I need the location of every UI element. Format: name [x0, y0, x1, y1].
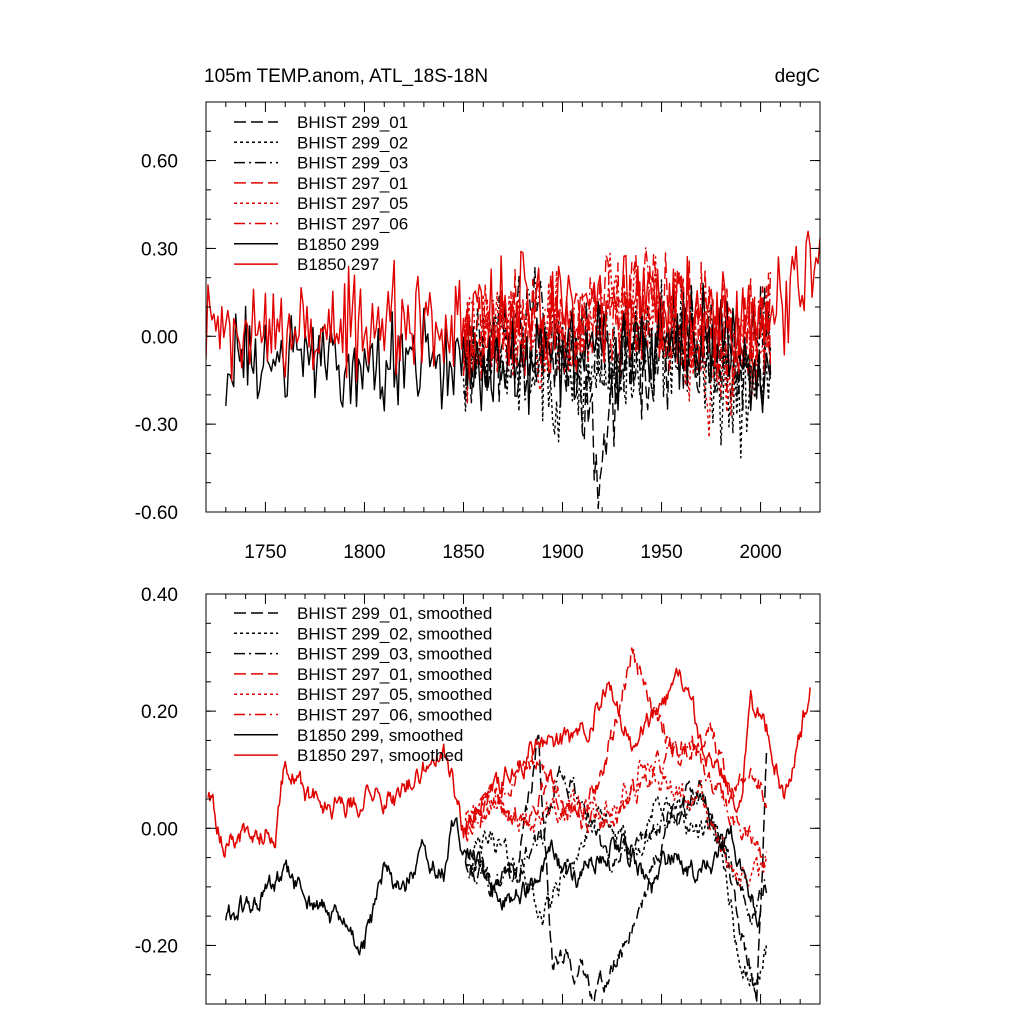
top-panel: 105m TEMP.anom, ATL_18S-18N degC 1750 180…	[135, 66, 821, 563]
legend-label: BHIST 299_02, smoothed	[297, 624, 492, 643]
y-tick-label: -0.60	[135, 503, 178, 524]
bottom-plot-frame	[205, 593, 821, 1005]
series-line-b1850-299-smoothed	[225, 817, 762, 956]
legend-label: BHIST 299_02	[297, 133, 408, 152]
y-tick-label: -0.20	[135, 936, 178, 957]
y-tick-label: 0.30	[141, 239, 178, 260]
x-tick-label: 1850	[442, 542, 484, 563]
legend-label: BHIST 299_03	[297, 154, 408, 173]
series-line-bhist-297-06	[462, 246, 772, 397]
legend-label: BHIST 297_01, smoothed	[297, 665, 492, 684]
legend-label: B1850 297, smoothed	[297, 746, 463, 765]
x-tick-label: 1900	[541, 542, 583, 563]
series-line-b1850-297	[206, 230, 820, 382]
top-series-group	[206, 230, 820, 510]
legend-label: B1850 297	[297, 255, 379, 274]
legend-label: BHIST 297_06, smoothed	[297, 706, 492, 725]
legend-label: BHIST 299_01	[297, 113, 408, 132]
bottom-panel: 0.40 0.20 0.00 -0.20 BHIST 299_01, smoothed…	[135, 585, 821, 1005]
y-tick-label: 0.00	[141, 819, 178, 840]
plot-area	[206, 230, 820, 510]
plot-area	[207, 647, 811, 1004]
series-line-bhist-297-05-smoothed	[464, 759, 768, 888]
series-line-bhist-299-01-smoothed	[464, 734, 768, 1004]
series-line-bhist-299-03-smoothed	[464, 765, 768, 926]
series-line-bhist-299-02-smoothed	[464, 795, 768, 989]
y-tick-label: 0.00	[141, 327, 178, 348]
series-line-b1850-297-smoothed	[207, 667, 811, 858]
legend-label: BHIST 297_06	[297, 215, 408, 234]
top-plot-frame	[205, 101, 821, 513]
y-tick-label: 0.20	[141, 702, 178, 723]
y-tick-label: 0.60	[141, 152, 178, 173]
y-tick-label: 0.40	[141, 585, 178, 606]
series-line-b1850-299	[225, 282, 772, 415]
legend-label: BHIST 297_05	[297, 194, 408, 213]
legend-label: BHIST 299_01, smoothed	[297, 604, 492, 623]
top-panel-title: 105m TEMP.anom, ATL_18S-18N	[204, 66, 488, 87]
top-axis-ticks: 1750 1800 1850 1900 1950 2000 0.60 0.30 0.00 -0.3…	[135, 101, 821, 563]
x-tick-label: 1800	[343, 542, 385, 563]
legend-label: BHIST 297_05, smoothed	[297, 685, 492, 704]
y-tick-label: -0.30	[135, 415, 178, 436]
bottom-series-group	[207, 647, 811, 1004]
legend-label: B1850 299, smoothed	[297, 726, 463, 745]
top-panel-units: degC	[775, 66, 820, 87]
x-tick-label: 2000	[739, 542, 781, 563]
x-tick-label: 1750	[244, 542, 286, 563]
series-line-bhist-297-01	[462, 252, 772, 382]
legend-label: BHIST 299_03, smoothed	[297, 645, 492, 664]
x-tick-label: 1950	[640, 542, 682, 563]
series-line-bhist-297-06-smoothed	[464, 735, 768, 869]
legend-label: BHIST 297_01	[297, 174, 408, 193]
series-line-bhist-297-01-smoothed	[464, 647, 768, 833]
legend-label: B1850 299	[297, 235, 379, 254]
